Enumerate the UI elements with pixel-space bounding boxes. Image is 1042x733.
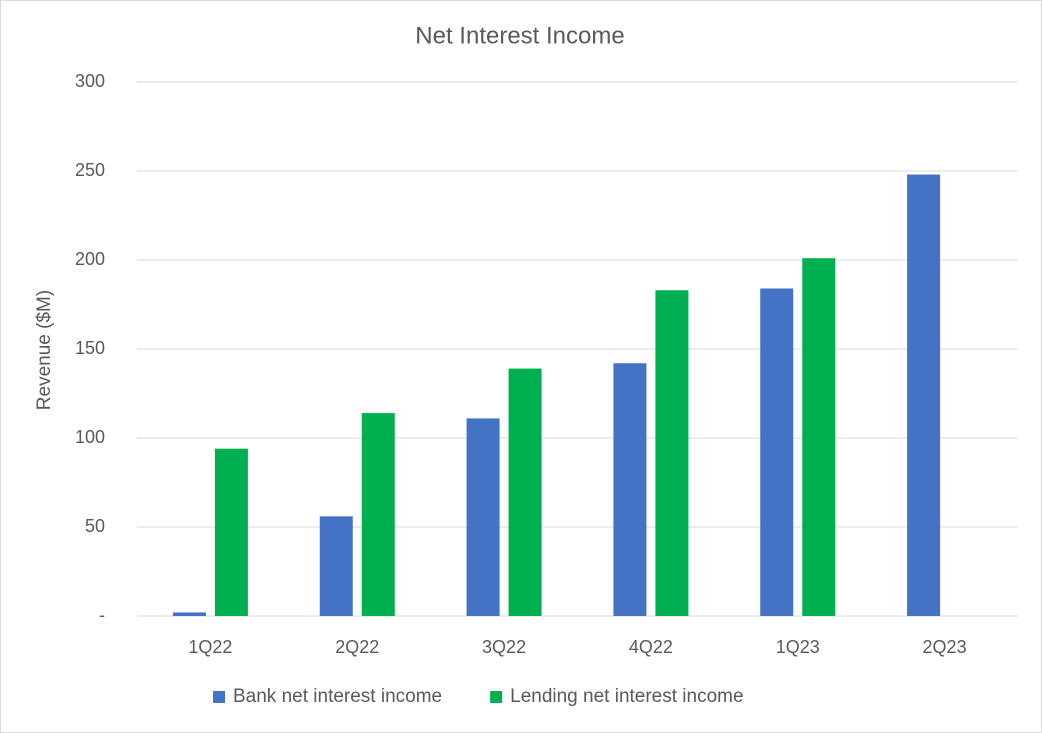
y-tick-label: 150 xyxy=(75,338,105,358)
y-tick-label: 250 xyxy=(75,160,105,180)
x-tick-label: 1Q22 xyxy=(188,637,232,657)
bar xyxy=(508,368,542,616)
bar xyxy=(466,418,500,616)
x-tick-label: 4Q22 xyxy=(629,637,673,657)
bar xyxy=(802,258,836,616)
y-axis-title: Revenue ($M) xyxy=(34,290,55,410)
chart-title: Net Interest Income xyxy=(415,22,624,49)
bar xyxy=(655,290,689,616)
bar xyxy=(907,174,941,616)
legend-label: Lending net interest income xyxy=(510,686,743,707)
y-tick-label: 100 xyxy=(75,427,105,447)
y-tick-label: - xyxy=(99,605,105,625)
bar xyxy=(361,413,395,616)
x-tick-label: 2Q23 xyxy=(923,637,967,657)
x-tick-label: 1Q23 xyxy=(776,637,820,657)
bar xyxy=(613,363,647,616)
x-tick-label: 3Q22 xyxy=(482,637,526,657)
bar xyxy=(760,288,794,616)
bar xyxy=(172,612,206,616)
y-tick-label: 50 xyxy=(85,516,105,536)
legend-swatch xyxy=(213,691,225,703)
y-tick-label: 300 xyxy=(75,71,105,91)
bar xyxy=(319,516,353,616)
y-tick-label: 200 xyxy=(75,249,105,269)
x-tick-label: 2Q22 xyxy=(335,637,379,657)
legend-label: Bank net interest income xyxy=(233,686,442,707)
bar xyxy=(214,448,248,616)
legend-swatch xyxy=(490,691,503,703)
